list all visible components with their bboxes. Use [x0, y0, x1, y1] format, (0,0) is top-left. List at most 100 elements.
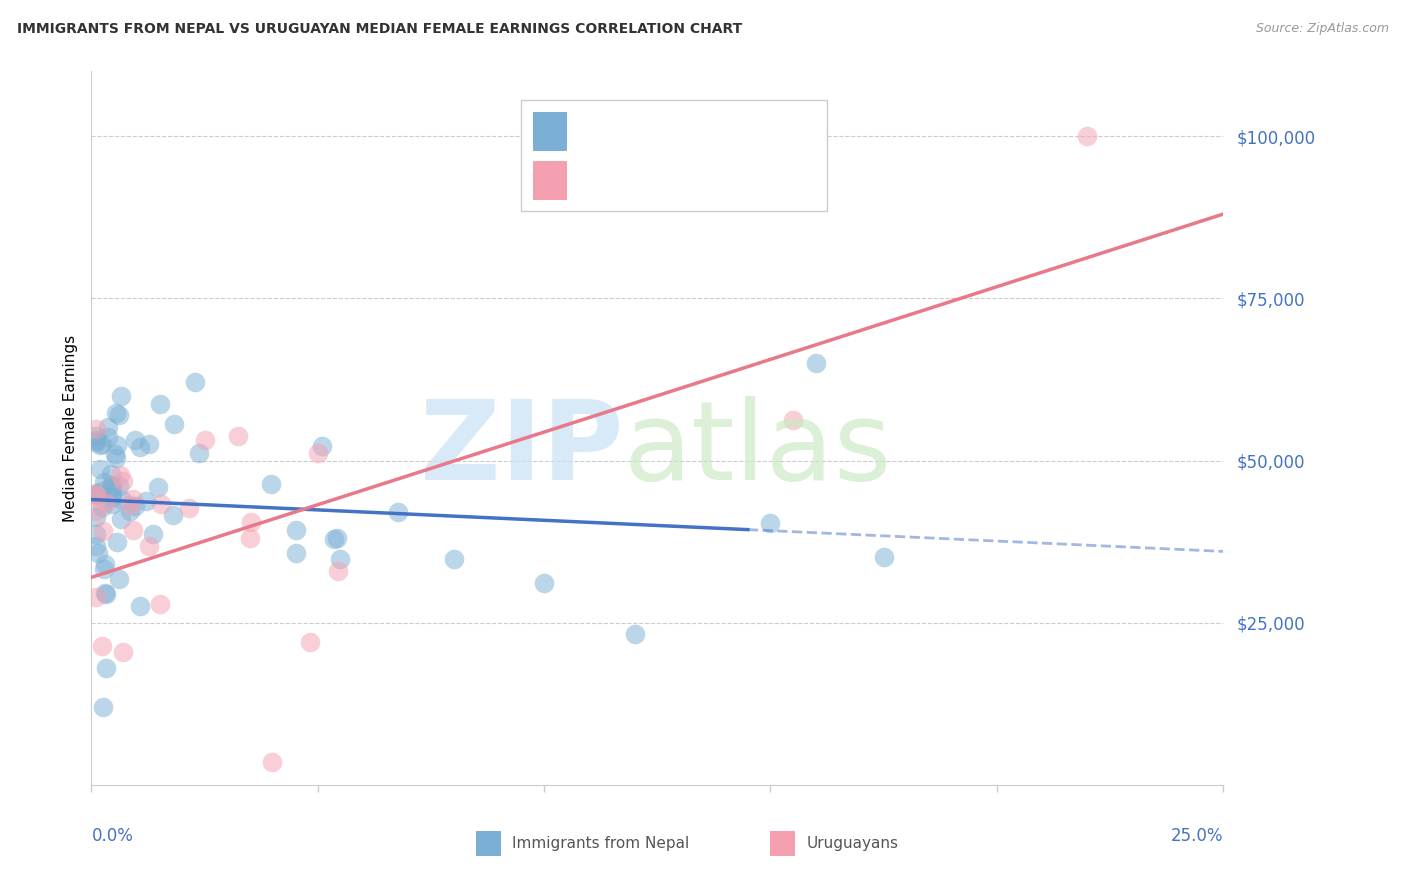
Point	[90, 500, 112, 514]
Point	[110, 512, 132, 526]
Point	[149, 397, 172, 411]
Point	[105, 406, 128, 420]
Point	[120, 498, 142, 512]
Point	[86, 487, 108, 501]
Point	[128, 440, 150, 454]
Point	[239, 532, 262, 546]
Point	[124, 499, 146, 513]
Point	[86, 546, 108, 560]
Point	[187, 446, 209, 460]
Point	[84, 539, 107, 553]
Bar	[533, 161, 567, 200]
Point	[285, 546, 308, 560]
Point	[124, 433, 146, 447]
Point	[533, 575, 555, 590]
Point	[387, 505, 409, 519]
Point	[96, 496, 118, 510]
Point	[149, 497, 172, 511]
Text: -0.253: -0.253	[633, 121, 690, 136]
Point	[193, 433, 217, 447]
Text: Source: ZipAtlas.com: Source: ZipAtlas.com	[1256, 22, 1389, 36]
Point	[623, 627, 645, 641]
Text: atlas: atlas	[623, 396, 891, 503]
Point	[285, 524, 308, 538]
Point	[101, 480, 124, 494]
Point	[326, 531, 349, 545]
Point	[101, 497, 124, 511]
Point	[94, 558, 117, 572]
Point	[1076, 129, 1098, 144]
Point	[162, 508, 184, 523]
Point	[94, 586, 117, 600]
Point	[90, 437, 112, 451]
Point	[135, 493, 157, 508]
Point	[149, 597, 172, 611]
Point	[759, 516, 782, 530]
Point	[107, 408, 129, 422]
Point	[94, 661, 117, 675]
Point	[183, 376, 205, 390]
Point	[262, 756, 284, 770]
Point	[122, 523, 145, 537]
Point	[239, 515, 262, 529]
Point	[307, 446, 329, 460]
Point	[146, 480, 169, 494]
Point	[97, 419, 120, 434]
Point	[128, 599, 150, 613]
Point	[84, 488, 107, 502]
Bar	[533, 112, 567, 152]
Point	[91, 524, 114, 539]
Point	[299, 635, 322, 649]
Point	[105, 534, 128, 549]
Point	[93, 562, 115, 576]
Point	[84, 486, 107, 500]
Text: R =: R =	[578, 162, 619, 178]
Text: Immigrants from Nepal: Immigrants from Nepal	[512, 837, 690, 851]
Text: 68: 68	[768, 121, 790, 136]
Point	[112, 644, 135, 658]
Point	[142, 526, 165, 541]
Point	[872, 550, 894, 565]
Point	[101, 490, 124, 504]
Point	[782, 413, 804, 427]
Point	[311, 439, 333, 453]
Point	[91, 639, 114, 653]
Text: R =: R =	[578, 121, 613, 136]
Point	[329, 551, 352, 566]
Point	[84, 434, 107, 449]
Point	[259, 477, 281, 491]
Bar	[477, 831, 501, 856]
Point	[804, 356, 827, 370]
Point	[94, 587, 117, 601]
Point	[105, 437, 128, 451]
Point	[108, 573, 131, 587]
Text: N =: N =	[710, 121, 755, 136]
Point	[226, 428, 249, 442]
Text: Uruguayans: Uruguayans	[807, 837, 898, 851]
Point	[111, 493, 134, 508]
Point	[89, 438, 111, 452]
Point	[163, 417, 186, 431]
Text: N =: N =	[710, 162, 755, 178]
Point	[118, 504, 141, 518]
Point	[322, 532, 344, 546]
Text: IMMIGRANTS FROM NEPAL VS URUGUAYAN MEDIAN FEMALE EARNINGS CORRELATION CHART: IMMIGRANTS FROM NEPAL VS URUGUAYAN MEDIA…	[17, 22, 742, 37]
Point	[122, 492, 145, 507]
Point	[104, 451, 127, 466]
Text: ZIP: ZIP	[420, 396, 623, 503]
Point	[101, 487, 124, 501]
Point	[138, 539, 160, 553]
Text: 0.0%: 0.0%	[91, 827, 134, 845]
Point	[100, 478, 122, 492]
Point	[84, 486, 107, 500]
Point	[110, 389, 132, 403]
Point	[84, 433, 107, 447]
Point	[138, 437, 160, 451]
Point	[108, 467, 131, 482]
Point	[111, 474, 134, 488]
Text: 0.616: 0.616	[633, 162, 683, 178]
Point	[84, 526, 107, 541]
Point	[89, 462, 111, 476]
Text: 28: 28	[768, 162, 790, 178]
Point	[326, 565, 349, 579]
